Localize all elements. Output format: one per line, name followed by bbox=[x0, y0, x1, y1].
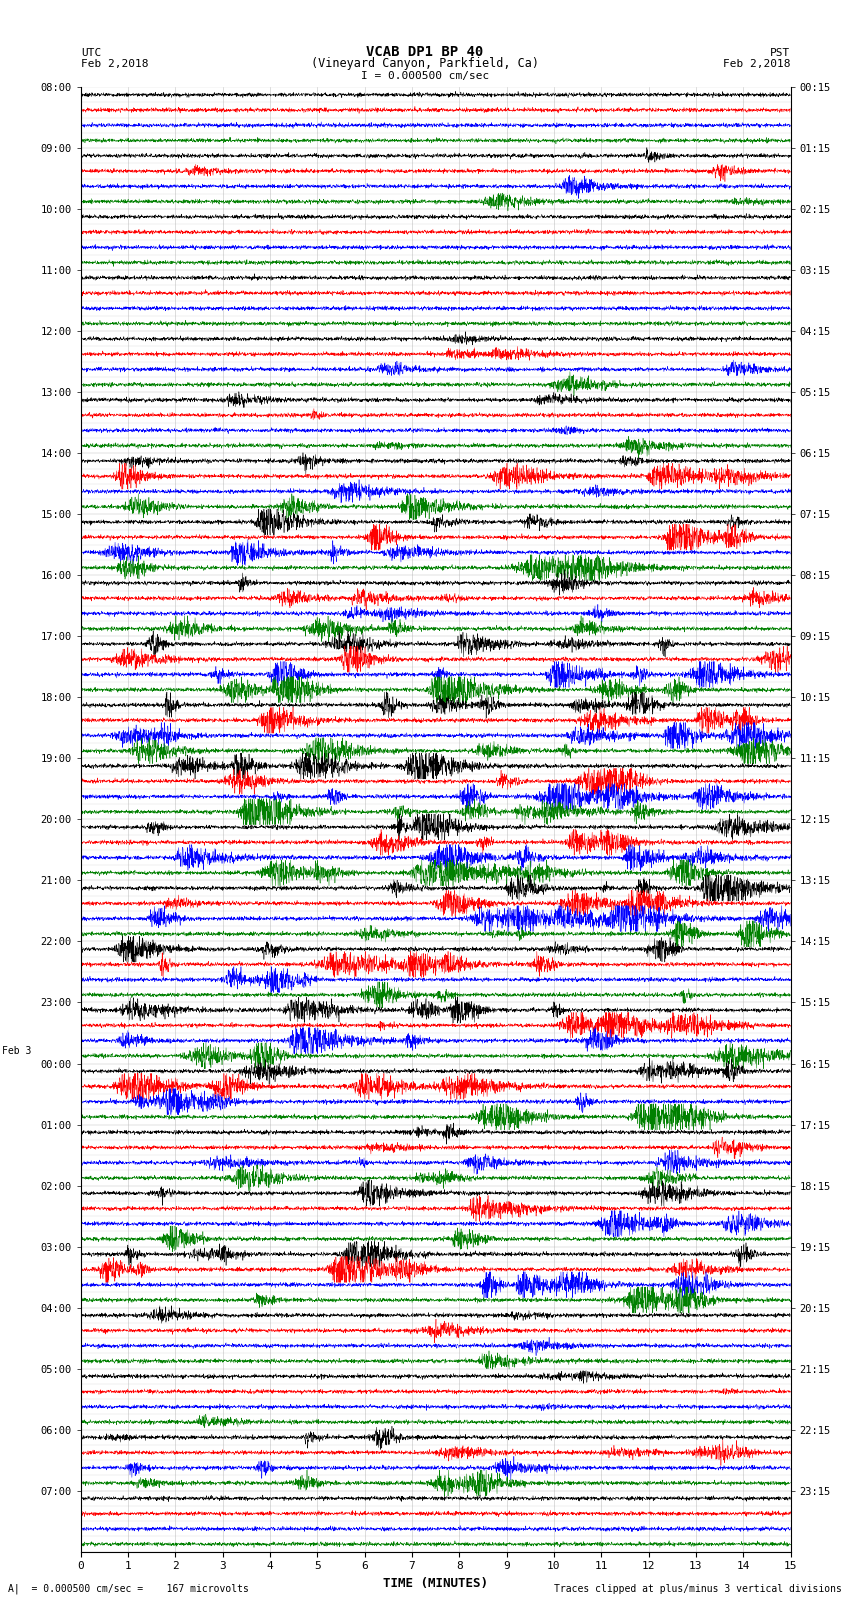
Text: Traces clipped at plus/minus 3 vertical divisions: Traces clipped at plus/minus 3 vertical … bbox=[553, 1584, 842, 1594]
X-axis label: TIME (MINUTES): TIME (MINUTES) bbox=[383, 1578, 488, 1590]
Text: I = 0.000500 cm/sec: I = 0.000500 cm/sec bbox=[361, 71, 489, 81]
Text: PST: PST bbox=[770, 48, 790, 58]
Text: VCAB DP1 BP 40: VCAB DP1 BP 40 bbox=[366, 45, 484, 58]
Text: A|  = 0.000500 cm/sec =    167 microvolts: A| = 0.000500 cm/sec = 167 microvolts bbox=[8, 1582, 249, 1594]
Text: (Vineyard Canyon, Parkfield, Ca): (Vineyard Canyon, Parkfield, Ca) bbox=[311, 56, 539, 71]
Text: UTC: UTC bbox=[81, 48, 101, 58]
Text: Feb 2,2018: Feb 2,2018 bbox=[723, 60, 791, 69]
Text: Feb 2,2018: Feb 2,2018 bbox=[81, 60, 148, 69]
Text: Feb 3: Feb 3 bbox=[2, 1045, 31, 1055]
